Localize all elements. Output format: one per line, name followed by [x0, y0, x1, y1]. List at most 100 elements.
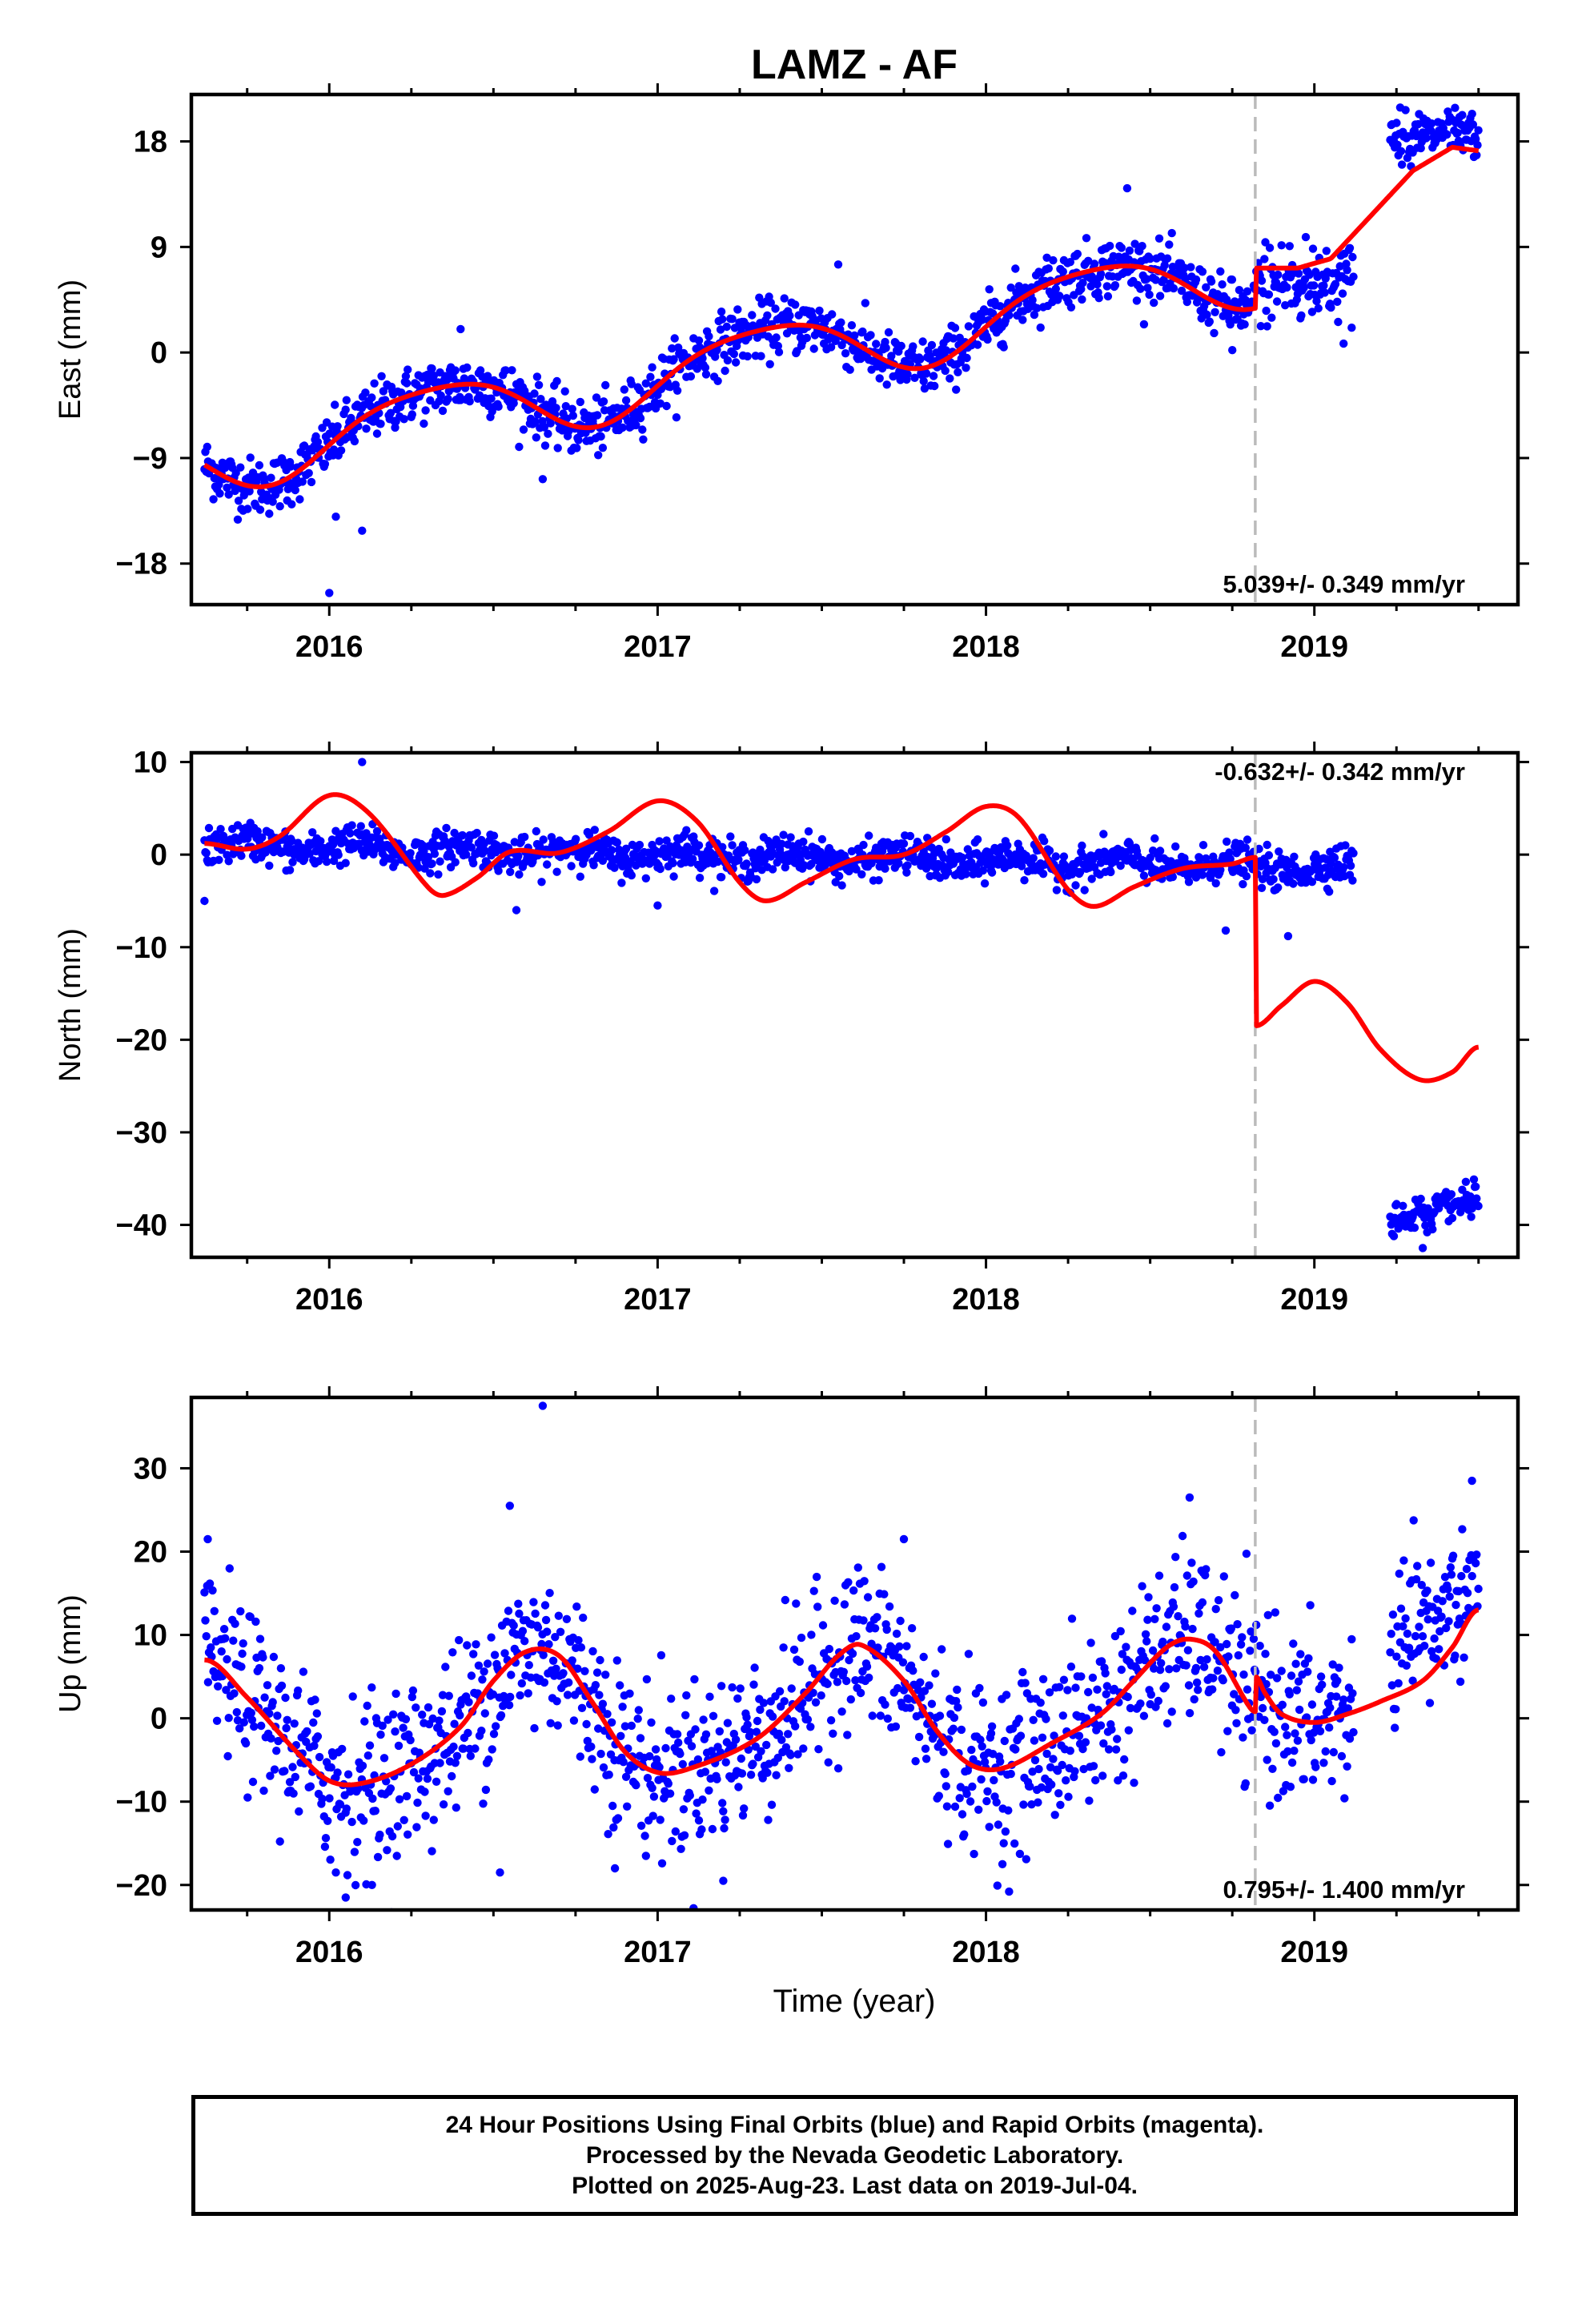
data-point — [1208, 1685, 1217, 1694]
data-point — [842, 1676, 851, 1686]
data-point — [378, 1721, 387, 1731]
data-point — [331, 513, 340, 521]
data-point — [648, 1811, 657, 1820]
data-point — [1427, 119, 1436, 128]
data-point — [1172, 1664, 1181, 1673]
data-point — [993, 1881, 1002, 1890]
y-axis-label-north: North (mm) — [54, 928, 87, 1082]
data-point — [1338, 289, 1347, 298]
data-point — [1267, 1671, 1275, 1679]
data-point — [270, 1765, 279, 1774]
data-point — [942, 1802, 952, 1811]
data-point — [942, 346, 951, 355]
plot-frame-up — [189, 1395, 1520, 1912]
data-point — [1472, 1558, 1480, 1568]
data-point — [775, 1687, 785, 1696]
data-point — [1141, 1630, 1150, 1639]
data-point — [1097, 1657, 1106, 1666]
data-point — [436, 391, 445, 400]
data-point — [942, 834, 951, 844]
data-point — [999, 343, 1008, 352]
data-point — [514, 1599, 523, 1608]
data-point — [909, 1667, 917, 1675]
data-point — [376, 1730, 385, 1739]
data-point — [1078, 279, 1087, 287]
data-point — [1278, 1700, 1287, 1709]
data-point — [910, 373, 919, 382]
data-point — [994, 1820, 1003, 1829]
data-point — [859, 840, 868, 850]
data-point — [604, 1770, 613, 1779]
data-point — [1102, 282, 1112, 291]
data-point — [467, 843, 476, 852]
data-point — [1169, 1602, 1178, 1611]
data-point — [577, 1703, 587, 1712]
data-point — [1349, 849, 1358, 858]
data-point — [596, 1655, 604, 1665]
data-point — [1474, 1584, 1483, 1594]
data-point — [333, 1768, 342, 1777]
data-point — [347, 821, 356, 830]
data-point — [829, 1729, 837, 1738]
data-point — [483, 1659, 492, 1668]
data-point — [1140, 1655, 1150, 1665]
data-point — [1435, 1626, 1444, 1636]
data-point — [1277, 241, 1286, 250]
data-point — [694, 1816, 704, 1825]
data-point — [233, 515, 243, 524]
data-point — [223, 1655, 231, 1664]
data-point — [978, 316, 986, 324]
data-point — [573, 1664, 582, 1673]
data-point — [1162, 1719, 1172, 1728]
data-point — [520, 832, 529, 842]
data-point — [540, 441, 550, 450]
data-point — [200, 1588, 209, 1597]
data-point — [955, 1794, 964, 1803]
data-point — [914, 1732, 924, 1742]
footer-line-1: 24 Hour Positions Using Final Orbits (bl… — [445, 2111, 1264, 2138]
data-point — [408, 1686, 418, 1695]
data-point — [1225, 848, 1234, 857]
data-point — [492, 1722, 500, 1731]
data-point — [488, 1690, 498, 1699]
data-point — [1328, 1660, 1337, 1669]
data-point — [1316, 1672, 1326, 1681]
data-point — [537, 1639, 546, 1649]
data-point — [1194, 1686, 1203, 1695]
data-point — [1239, 879, 1247, 889]
data-point — [1393, 140, 1402, 149]
data-point — [1416, 143, 1425, 153]
data-point — [1034, 1764, 1043, 1774]
data-point — [635, 840, 644, 850]
data-point — [926, 352, 934, 360]
data-point — [508, 366, 516, 375]
data-point — [1107, 1725, 1116, 1734]
data-point — [999, 1839, 1008, 1848]
data-point — [939, 1747, 948, 1756]
data-point — [1447, 1213, 1457, 1223]
data-point — [1078, 295, 1086, 304]
data-point — [1472, 1550, 1481, 1559]
data-point — [1014, 1715, 1024, 1723]
data-point — [1391, 1705, 1400, 1714]
data-point — [978, 1698, 988, 1707]
data-point — [474, 1661, 484, 1670]
data-point — [930, 381, 939, 391]
data-point — [532, 372, 542, 381]
data-point — [772, 333, 781, 342]
data-point — [268, 497, 277, 506]
data-point — [221, 1634, 230, 1642]
data-point — [1055, 1683, 1064, 1691]
data-point — [1101, 1669, 1110, 1678]
data-point — [402, 1791, 412, 1801]
data-point — [742, 1713, 751, 1722]
data-point — [1445, 1592, 1454, 1601]
data-point — [757, 1747, 765, 1755]
data-point — [649, 1792, 659, 1801]
data-point — [450, 828, 459, 838]
data-point — [408, 401, 418, 410]
data-point — [245, 487, 254, 496]
data-point — [386, 408, 396, 417]
data-point — [441, 1663, 450, 1671]
data-point — [479, 1799, 488, 1808]
